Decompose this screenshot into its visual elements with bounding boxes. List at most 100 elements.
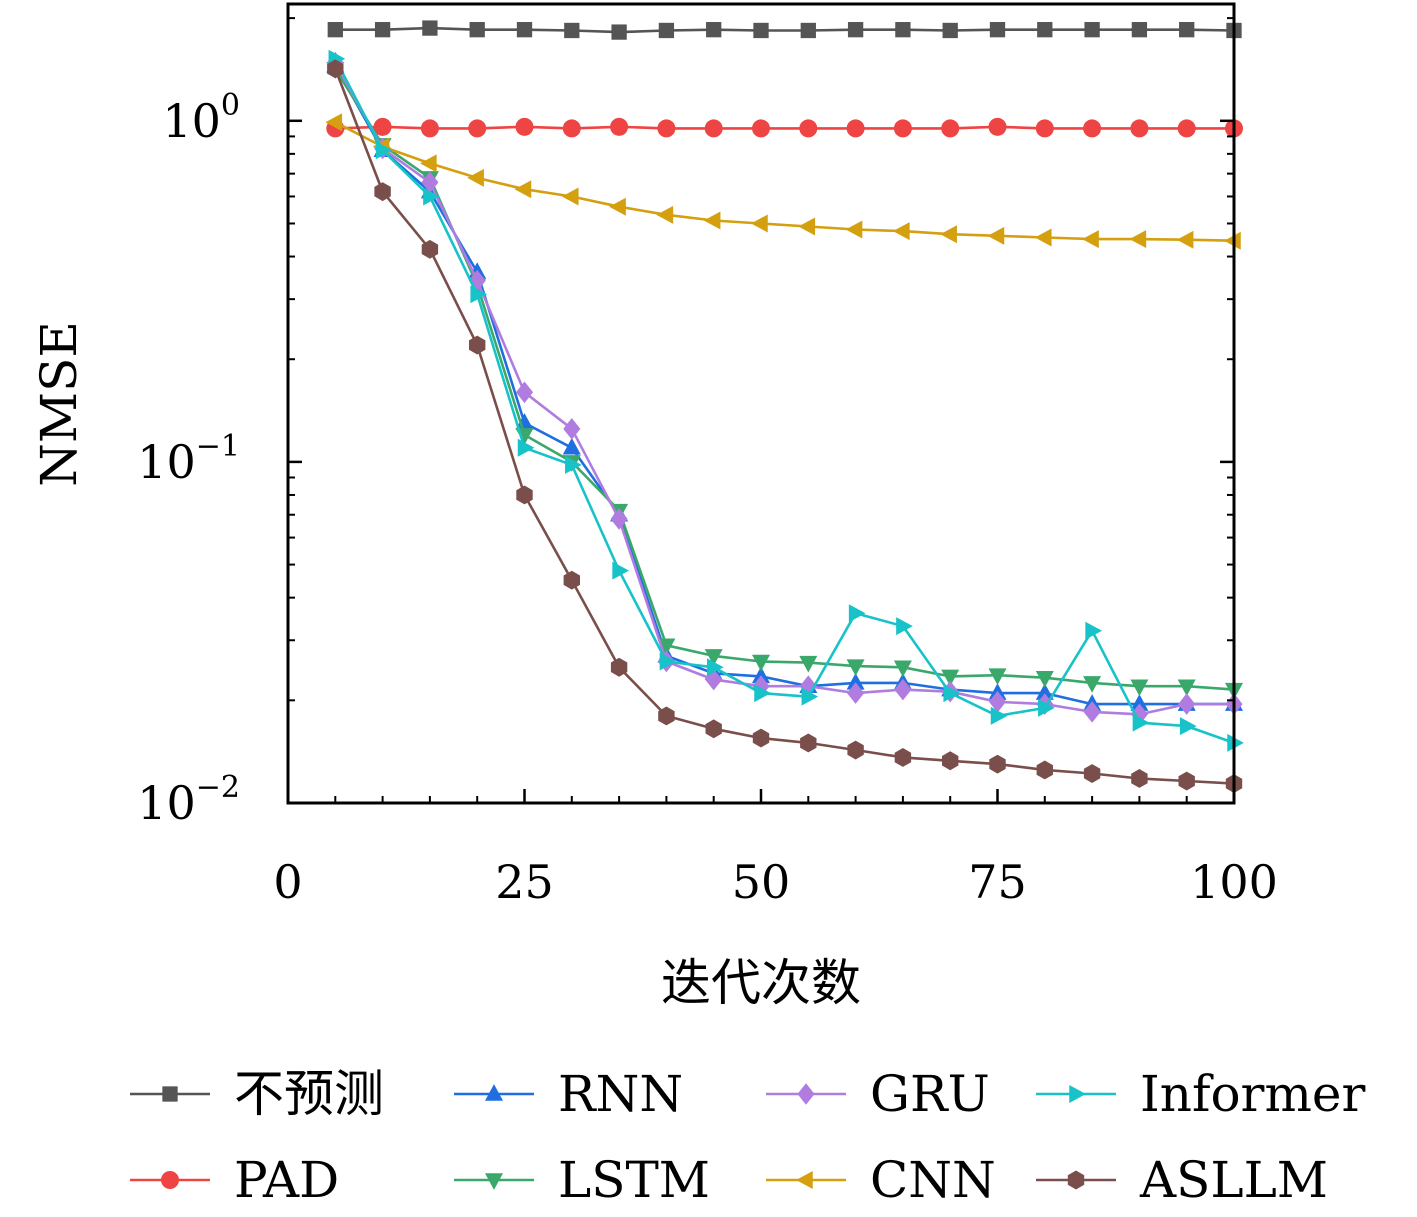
data-point: [989, 754, 1006, 774]
y-axis-label: NMSE: [30, 321, 88, 487]
x-tick-label: 50: [732, 855, 791, 909]
data-point: [893, 660, 912, 678]
data-point: [1083, 764, 1101, 783]
data-point: [610, 117, 629, 136]
data-point: [515, 117, 534, 136]
data-point: [374, 182, 391, 202]
legend-label: RNN: [558, 1065, 683, 1123]
data-point: [420, 154, 437, 173]
data-point: [469, 335, 486, 355]
data-point: [1131, 769, 1148, 788]
data-point: [374, 22, 391, 38]
legend-item: ASLLM: [1036, 1151, 1328, 1209]
series-line: [334, 62, 1234, 716]
legend-marker: [485, 1173, 503, 1190]
data-point: [848, 604, 866, 623]
data-point: [1035, 683, 1054, 700]
data-point: [752, 728, 770, 748]
data-point: [421, 239, 439, 259]
data-point: [1036, 760, 1053, 780]
data-point: [845, 220, 863, 239]
series-8: [327, 59, 1243, 793]
data-point: [940, 225, 957, 244]
data-point: [894, 678, 912, 701]
data-point: [1178, 693, 1196, 715]
data-point: [421, 171, 439, 194]
data-point: [515, 381, 534, 404]
legend-label: CNN: [870, 1151, 996, 1209]
y-tick-label: 10−1: [137, 429, 240, 489]
series-3: [326, 55, 1243, 711]
series-line: [334, 68, 1235, 691]
data-point: [706, 22, 722, 38]
data-point: [941, 119, 960, 138]
data-point: [659, 652, 677, 671]
data-point: [610, 508, 628, 530]
data-point: [800, 22, 816, 39]
series-line: [334, 65, 1234, 706]
data-point: [754, 684, 771, 703]
data-point: [515, 413, 534, 430]
data-point: [753, 22, 769, 39]
data-point: [846, 659, 865, 676]
legend-item: GRU: [766, 1065, 990, 1123]
data-point: [563, 570, 580, 590]
data-point: [893, 119, 912, 138]
data-point: [751, 214, 768, 233]
legend-item: CNN: [766, 1151, 996, 1209]
data-point: [894, 748, 912, 767]
data-point: [752, 119, 770, 138]
legend-item: 不预测: [130, 1065, 384, 1123]
data-point: [1129, 230, 1147, 249]
legend-marker: [1067, 1170, 1085, 1190]
data-point: [752, 675, 770, 697]
data-point: [325, 113, 343, 132]
data-point: [564, 22, 580, 39]
data-point: [752, 654, 770, 672]
x-tick-label: 25: [495, 855, 554, 909]
data-point: [467, 168, 484, 187]
series-line: [334, 58, 1235, 745]
data-point: [658, 22, 675, 39]
data-point: [420, 119, 439, 138]
y-tick-exponent: −2: [196, 770, 240, 805]
data-point: [1130, 119, 1149, 138]
data-point: [1132, 713, 1150, 732]
data-point: [988, 691, 1007, 713]
data-point: [1178, 771, 1195, 791]
y-tick-exponent: −1: [196, 429, 240, 464]
data-point: [327, 22, 343, 38]
legend-label: Informer: [1140, 1065, 1365, 1123]
data-point: [1037, 22, 1053, 38]
legend-item: RNN: [454, 1065, 683, 1123]
data-point: [703, 211, 721, 230]
legend-item: Informer: [1036, 1065, 1365, 1123]
legend-marker: [485, 1084, 503, 1101]
data-point: [1085, 621, 1102, 640]
data-point: [469, 22, 485, 38]
data-point: [1227, 733, 1244, 752]
data-point: [799, 119, 818, 138]
legend-label: ASLLM: [1139, 1151, 1328, 1209]
data-point: [988, 668, 1007, 686]
legend-marker: [162, 1086, 178, 1102]
data-point: [942, 22, 958, 39]
data-point: [801, 687, 819, 706]
data-point: [468, 119, 487, 138]
data-point: [1034, 228, 1052, 247]
series-1: [327, 20, 1242, 40]
data-point: [987, 226, 1005, 245]
data-point: [468, 269, 486, 292]
data-point: [847, 740, 864, 760]
data-point: [705, 719, 722, 739]
data-point: [658, 706, 675, 726]
data-point: [1084, 22, 1100, 38]
data-point: [516, 22, 533, 38]
data-point: [800, 733, 817, 753]
series-6: [325, 113, 1241, 250]
data-point: [375, 141, 393, 160]
data-point: [752, 666, 770, 684]
data-point: [847, 682, 865, 704]
data-point: [1179, 717, 1197, 736]
data-point: [990, 706, 1008, 725]
